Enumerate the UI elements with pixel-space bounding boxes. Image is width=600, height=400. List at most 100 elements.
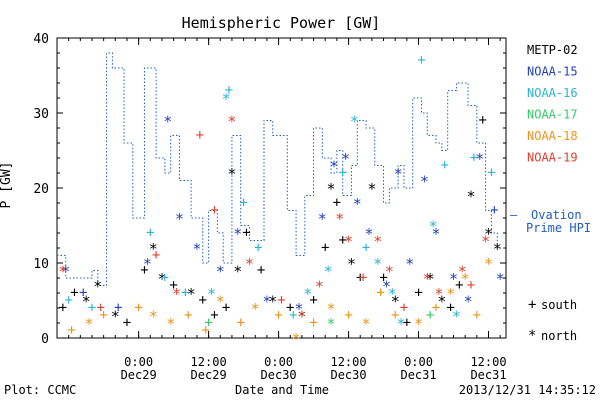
data-point-north: * [429, 218, 438, 236]
data-point-south: + [487, 165, 495, 181]
data-point-south: + [64, 293, 72, 309]
data-point-north: * [315, 278, 324, 296]
y-tick-label: 30 [33, 107, 49, 122]
data-point-north: * [344, 233, 353, 251]
data-point-south: + [417, 53, 425, 69]
data-point-north: * [397, 315, 406, 333]
data-point-north: * [297, 308, 306, 326]
data-point-north: * [432, 225, 441, 243]
data-point-south: + [277, 293, 285, 309]
data-point-north: * [484, 255, 493, 273]
data-point-south: + [490, 203, 498, 219]
data-point-north: * [329, 158, 338, 176]
x-tick-label-time: 0:00 [124, 355, 153, 369]
data-point-north: * [391, 293, 400, 311]
data-point-north: * [475, 150, 484, 168]
data-point-south: + [169, 278, 177, 294]
data-point-south: + [467, 278, 475, 294]
data-point-north: * [335, 210, 344, 228]
data-point-north: * [318, 210, 327, 228]
data-point-north: * [426, 270, 435, 288]
data-point-north: * [192, 240, 201, 258]
data-point-south: + [309, 315, 317, 331]
data-point-north: * [297, 308, 306, 326]
data-point-south: + [344, 308, 352, 324]
legend-item-noaa-19: NOAA-19 [527, 151, 578, 165]
data-point-north: * [157, 270, 166, 288]
legend-marker-symbol-south: + [528, 297, 536, 313]
data-point-north: * [466, 188, 475, 206]
data-point-south: + [321, 240, 329, 256]
data-point-north: * [216, 293, 225, 311]
data-point-north: * [61, 263, 70, 281]
data-point-north: * [149, 308, 158, 326]
data-point-north: * [207, 285, 216, 303]
y-tick-label: 20 [33, 182, 49, 197]
data-point-north: * [394, 165, 403, 183]
data-point-south: + [88, 300, 96, 316]
legend: METP-02 NOAA-15 NOAA-16 NOAA-17 NOAA-18 NOAA-… [510, 43, 591, 344]
data-point-south: + [184, 308, 192, 324]
data-point-south: + [426, 308, 434, 324]
data-point-south: + [70, 285, 78, 301]
data-point-north: * [434, 285, 443, 303]
data-point-north: * [405, 255, 414, 273]
data-point-south: + [339, 233, 347, 249]
data-point-south: + [254, 240, 262, 256]
data-point-north: * [461, 270, 470, 288]
data-point-south: + [286, 300, 294, 316]
data-point-north: * [324, 263, 333, 281]
data-point-south: + [356, 270, 364, 286]
data-point-south: + [473, 308, 481, 324]
legend-item-noaa-18: NOAA-18 [527, 129, 578, 143]
data-point-south: + [470, 150, 478, 166]
chart-title: Hemispheric Power [GW] [182, 14, 381, 32]
data-point-north: * [166, 315, 175, 333]
data-point-south: + [201, 323, 209, 339]
data-point-south: + [274, 308, 282, 324]
data-point-south: + [225, 83, 233, 99]
data-point-north: * [58, 263, 67, 281]
data-point-north: * [187, 285, 196, 303]
data-point-north: * [93, 278, 102, 296]
data-point-north: * [327, 315, 336, 333]
data-point-north: * [347, 255, 356, 273]
data-point-south: + [333, 195, 341, 211]
data-points: ++ *** ++** + * ++ +**++* + *++*++*+*+*++** ++*+*… [58, 53, 504, 349]
data-point-north: * [350, 113, 359, 131]
legend-marker-symbol-north: * [528, 328, 536, 344]
data-point-south: + [161, 270, 169, 286]
data-point-north: * [420, 173, 429, 191]
data-point-north: * [353, 195, 362, 213]
data-point-north: * [364, 225, 373, 243]
data-point-south: + [379, 270, 387, 286]
y-tick-label: 10 [33, 257, 49, 272]
data-point-south: + [210, 308, 218, 324]
data-point-north: * [111, 308, 120, 326]
data-point-south: + [400, 300, 408, 316]
data-point-north: * [262, 293, 271, 311]
data-point-south: + [242, 225, 250, 241]
data-point-north: * [423, 270, 432, 288]
data-point-south: + [309, 293, 317, 309]
ovation-hpi-path [57, 52, 506, 286]
data-point-south: + [97, 300, 105, 316]
data-point-south: + [123, 315, 131, 331]
data-point-north: * [414, 315, 423, 333]
data-point-north: * [496, 270, 505, 288]
data-point-north: * [294, 300, 303, 318]
data-point-south: + [376, 285, 384, 301]
data-point-north: * [245, 255, 254, 273]
x-tick-label-time: 0:00 [264, 355, 293, 369]
x-tick-label-time: 12:00 [330, 355, 366, 369]
data-point-north: * [446, 285, 455, 303]
footer-plot-credit: Plot: CCMC [4, 383, 76, 397]
data-point-south: + [199, 293, 207, 309]
data-point-south: + [99, 308, 107, 324]
data-point-north: * [449, 270, 458, 288]
data-point-north: * [388, 285, 397, 303]
data-point-south: + [362, 240, 370, 256]
